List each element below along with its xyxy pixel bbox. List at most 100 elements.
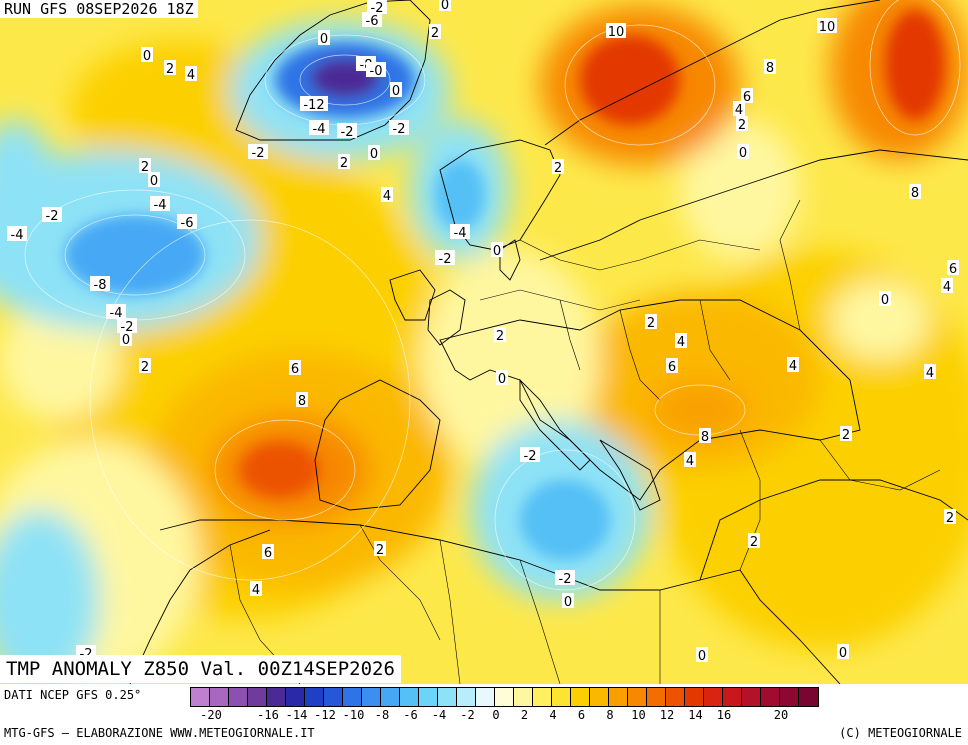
svg-text:-2: -2 — [393, 122, 406, 137]
contour-label: -6 — [362, 12, 382, 29]
svg-text:0: 0 — [493, 244, 501, 259]
contour-label: 2 — [139, 358, 151, 375]
colorbar-swatch — [742, 688, 761, 706]
svg-text:-4: -4 — [11, 228, 24, 243]
contour-label: 0 — [120, 331, 132, 348]
svg-text:2: 2 — [946, 511, 954, 526]
colorbar-swatch — [647, 688, 666, 706]
svg-text:-2: -2 — [46, 209, 59, 224]
svg-text:-2: -2 — [524, 449, 537, 464]
svg-text:-4: -4 — [454, 226, 467, 241]
colorbar-tick-label: -6 — [403, 708, 418, 722]
contour-label: 2 — [374, 541, 386, 558]
svg-text:4: 4 — [187, 68, 195, 83]
contour-label: 6 — [666, 358, 678, 375]
svg-text:0: 0 — [441, 0, 449, 13]
svg-text:2: 2 — [431, 26, 439, 41]
contour-label: -4 — [7, 226, 27, 243]
svg-text:-2: -2 — [252, 146, 265, 161]
svg-text:6: 6 — [668, 360, 676, 375]
svg-text:0: 0 — [392, 84, 400, 99]
contour-label: 4 — [185, 66, 197, 83]
colorbar-swatch — [533, 688, 552, 706]
svg-text:8: 8 — [766, 61, 774, 76]
contour-label: 4 — [787, 357, 799, 374]
colorbar-tick-label: -14 — [285, 708, 308, 722]
contour-label: 0 — [439, 0, 451, 13]
colorbar-tick-label: 0 — [492, 708, 500, 722]
colorbar-swatch — [590, 688, 609, 706]
contour-label: -12 — [300, 96, 328, 113]
svg-text:0: 0 — [150, 174, 158, 189]
colorbar-tick-labels: -20 -16 -14 -12 -10 -8 -6 -4 -2 0 2 4 6 8 10 12 14 16 20 — [190, 708, 966, 722]
colorbar-swatch — [685, 688, 704, 706]
colorbar-swatch — [495, 688, 514, 706]
contour-lines — [24, 0, 961, 591]
colorbar-swatch — [343, 688, 362, 706]
contour-label: 0 — [390, 82, 402, 99]
colorbar-swatch — [267, 688, 286, 706]
colorbar-tick-label: -2 — [460, 708, 475, 722]
contour-label: 10 — [606, 23, 626, 40]
colorbar-swatch — [723, 688, 742, 706]
svg-text:2: 2 — [166, 62, 174, 77]
svg-text:8: 8 — [911, 186, 919, 201]
svg-text:4: 4 — [252, 583, 260, 598]
colorbar-swatch — [628, 688, 647, 706]
contour-label: 4 — [924, 364, 936, 381]
contour-label: 8 — [699, 428, 711, 445]
contour-label: 4 — [733, 101, 745, 118]
contour-label: 2 — [164, 60, 176, 77]
colorbar-swatch — [210, 688, 229, 706]
colorbar-swatch — [419, 688, 438, 706]
contour-label: 6 — [289, 360, 301, 377]
contour-label: 2 — [429, 24, 441, 41]
colorbar-swatch — [457, 688, 476, 706]
contour-label: -2 — [42, 207, 62, 224]
colorbar-swatch — [476, 688, 495, 706]
contour-label: 2 — [944, 509, 956, 526]
svg-text:10: 10 — [819, 20, 836, 35]
svg-text:4: 4 — [677, 335, 685, 350]
contour-label: 2 — [645, 314, 657, 331]
svg-text:-0: -0 — [370, 64, 383, 79]
contour-label: 4 — [675, 333, 687, 350]
anomaly-shading — [0, 0, 968, 684]
colorbar-swatch — [248, 688, 267, 706]
colorbar-tick-label: 6 — [577, 708, 586, 722]
svg-text:2: 2 — [141, 160, 149, 175]
svg-text:-8: -8 — [94, 278, 107, 293]
svg-text:0: 0 — [498, 372, 506, 387]
colorbar-swatch — [400, 688, 419, 706]
colorbar-tick-label: -8 — [374, 708, 390, 722]
svg-text:-4: -4 — [110, 306, 123, 321]
contour-label: 0 — [148, 172, 160, 189]
colorbar-tick-label: -12 — [314, 708, 336, 722]
svg-text:2: 2 — [738, 118, 746, 133]
contour-label: -6 — [177, 214, 197, 231]
legend-footer: DATI NCEP GFS 0.25° -20 -16 -14 -12 -10 -8 -6-… — [0, 684, 968, 745]
colorbar-swatch — [552, 688, 571, 706]
svg-text:2: 2 — [554, 161, 562, 176]
contour-label: -2 — [435, 250, 455, 267]
contour-label: -2 — [520, 447, 540, 464]
colorbar-tick-label: -10 — [342, 708, 365, 722]
colorbar-swatch — [438, 688, 457, 706]
svg-text:6: 6 — [264, 546, 272, 561]
colorbar-swatch — [362, 688, 381, 706]
svg-text:8: 8 — [298, 394, 306, 409]
contour-label: 6 — [262, 544, 274, 561]
contour-label: 6 — [741, 88, 753, 105]
contour-label: 10 — [817, 18, 837, 35]
credit-left: MTG-GFS – ELABORAZIONE WWW.METEOGIORNALE… — [4, 726, 315, 740]
contour-label: 2 — [748, 533, 760, 550]
colorbar-swatch — [704, 688, 723, 706]
colorbar-swatch — [324, 688, 343, 706]
colorbar-swatch — [666, 688, 685, 706]
colorbar-tick-label: 8 — [606, 708, 614, 722]
contour-label: 2 — [840, 426, 852, 443]
svg-text:4: 4 — [735, 103, 743, 118]
contour-label: 2 — [736, 116, 748, 133]
contour-label: 0 — [562, 593, 574, 610]
svg-text:-12: -12 — [303, 98, 324, 113]
